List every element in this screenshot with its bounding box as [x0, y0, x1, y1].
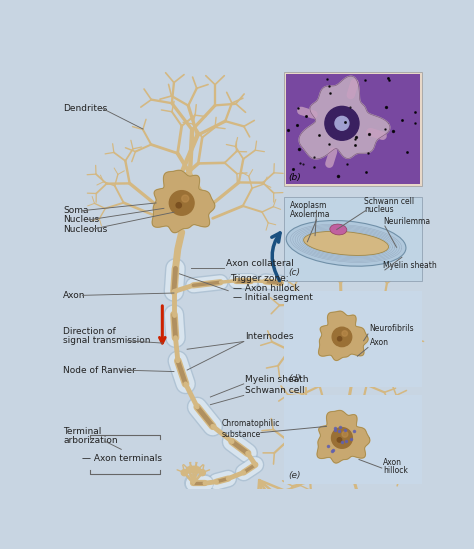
Circle shape: [199, 469, 205, 475]
Text: Axon: Axon: [370, 338, 389, 346]
Text: Axoplasm: Axoplasm: [290, 200, 328, 210]
Text: Axon: Axon: [383, 457, 402, 467]
Polygon shape: [317, 411, 370, 463]
Ellipse shape: [286, 221, 406, 266]
Circle shape: [325, 107, 359, 140]
Text: — Axon hillock: — Axon hillock: [233, 284, 300, 293]
Circle shape: [169, 191, 194, 215]
Text: Neurofibrils: Neurofibrils: [370, 324, 414, 333]
Circle shape: [194, 467, 201, 473]
Polygon shape: [319, 311, 368, 361]
FancyBboxPatch shape: [285, 74, 420, 184]
Text: Node of Ranvier: Node of Ranvier: [63, 366, 136, 374]
Text: Myelin sheath: Myelin sheath: [383, 261, 437, 270]
Circle shape: [342, 432, 348, 437]
Text: Dendrites: Dendrites: [63, 104, 108, 113]
Text: — Initial segment: — Initial segment: [233, 293, 313, 302]
Text: substance: substance: [222, 430, 261, 439]
Ellipse shape: [330, 224, 347, 235]
Text: Neurilemma: Neurilemma: [383, 217, 430, 226]
Polygon shape: [299, 76, 390, 159]
Text: Nucleolus: Nucleolus: [63, 225, 108, 234]
Circle shape: [182, 195, 189, 202]
FancyBboxPatch shape: [284, 72, 422, 186]
Text: (d): (d): [288, 374, 301, 383]
Circle shape: [186, 467, 192, 473]
Text: Terminal: Terminal: [63, 427, 101, 436]
Text: Schwann cell: Schwann cell: [364, 198, 414, 206]
Polygon shape: [152, 170, 215, 233]
Text: arborization: arborization: [63, 436, 118, 445]
Text: hillock: hillock: [383, 466, 408, 475]
Circle shape: [332, 327, 352, 346]
Text: Axon collateral: Axon collateral: [226, 259, 293, 268]
Circle shape: [176, 203, 182, 208]
Circle shape: [331, 428, 352, 449]
Circle shape: [342, 330, 347, 336]
Circle shape: [190, 466, 196, 473]
Text: signal transmission: signal transmission: [63, 337, 151, 345]
Circle shape: [181, 469, 187, 475]
Text: Axon: Axon: [63, 291, 86, 300]
Text: Axolemma: Axolemma: [290, 210, 331, 219]
Text: (c): (c): [288, 268, 300, 277]
Text: Myelin sheath: Myelin sheath: [245, 374, 309, 384]
Text: — Axon terminals: — Axon terminals: [82, 454, 163, 463]
FancyBboxPatch shape: [284, 291, 422, 387]
FancyBboxPatch shape: [284, 395, 422, 484]
FancyBboxPatch shape: [284, 197, 422, 282]
Text: Soma: Soma: [63, 206, 89, 215]
Text: (e): (e): [288, 471, 301, 480]
Text: Internodes: Internodes: [245, 332, 294, 341]
Text: Nucleus: Nucleus: [63, 215, 99, 225]
Text: nucleus: nucleus: [364, 205, 393, 214]
Circle shape: [337, 438, 342, 442]
Text: Trigger zone:: Trigger zone:: [230, 274, 288, 283]
Text: Schwann cell: Schwann cell: [245, 386, 305, 395]
Ellipse shape: [304, 231, 389, 255]
Text: (b): (b): [288, 173, 301, 182]
Text: Chromatophilic: Chromatophilic: [222, 419, 281, 428]
Text: Direction of: Direction of: [63, 327, 116, 336]
Circle shape: [337, 337, 342, 341]
FancyArrowPatch shape: [272, 233, 280, 281]
Circle shape: [335, 116, 349, 130]
